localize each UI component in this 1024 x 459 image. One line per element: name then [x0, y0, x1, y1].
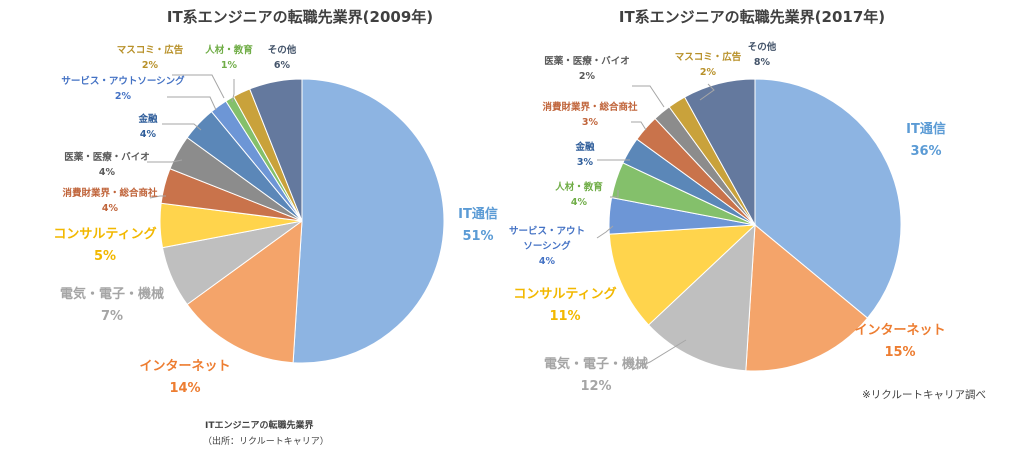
data-label-2017-it-telecom: IT通信 36%: [906, 121, 946, 159]
data-label-2017-medical: 医薬・医療・バイオ 2%: [544, 55, 630, 82]
leader-line-2009-consumer-goods: [149, 195, 166, 199]
slice-2009-it-telecom: [292, 78, 445, 364]
data-label-2009-outsourcing: サービス・アウトソーシング 2%: [61, 75, 185, 102]
data-label-pct: 1%: [221, 60, 238, 71]
slice-2009-other: [249, 78, 303, 222]
data-label-2009-electronics: 電気・電子・機械 7%: [60, 286, 164, 324]
slice-2017-other: [683, 78, 756, 226]
data-label-pct: 2%: [142, 60, 159, 71]
data-label-2009-media-ad: マスコミ・広告 2%: [117, 44, 184, 71]
data-label-pct: 3%: [577, 157, 594, 168]
footnote-source: （出所：リクルートキャリア）: [203, 435, 329, 447]
leader-line-2009-hr-education: [231, 79, 235, 103]
data-label-name: 電気・電子・機械: [60, 286, 164, 302]
data-label-name: その他: [748, 41, 777, 53]
pie-2017: IT通信 36% インターネット 15% 電気・電子・機械 12% コンサルティング 11% サ…: [509, 41, 946, 394]
data-label-name: 消費財業界・総合商社: [542, 101, 638, 113]
data-label-2017-finance: 金融 3%: [574, 141, 595, 168]
data-label-2009-it-telecom: IT通信 51%: [458, 206, 498, 244]
data-label-2009-hr-education: 人材・教育 1%: [205, 44, 253, 71]
leader-line-2017-consumer-goods: [631, 121, 647, 131]
data-label-2009-consulting: コンサルティング 5%: [53, 226, 156, 264]
chart-title-2017: IT系エンジニアの転職先業界(2017年): [619, 8, 885, 26]
data-label-pct: 4%: [140, 129, 157, 140]
data-label-pct: 6%: [274, 60, 291, 71]
leader-line-2009-outsourcing: [167, 96, 217, 111]
data-label-2017-consumer-goods: 消費財業界・総合商社 3%: [542, 101, 638, 128]
data-label-name: 医薬・医療・バイオ: [544, 55, 630, 67]
data-label-name: 医薬・医療・バイオ: [64, 151, 150, 163]
data-label-2009-finance: 金融 4%: [137, 113, 158, 140]
data-label-name: 金融: [137, 113, 158, 125]
data-label-name: IT通信: [906, 121, 946, 137]
data-label-pct: 12%: [580, 379, 611, 394]
data-label-2017-electronics: 電気・電子・機械 12%: [544, 356, 648, 394]
data-label-2017-media-ad: マスコミ・広告 2%: [675, 51, 742, 78]
data-label-name: 金融: [574, 141, 595, 153]
chart-title-2009: IT系エンジニアの転職先業界(2009年): [167, 8, 433, 26]
data-label-2017-hr-education: 人材・教育 4%: [555, 181, 603, 208]
data-label-pct: 2%: [115, 91, 132, 102]
data-label-2009-consumer-goods: 消費財業界・総合商社 4%: [62, 187, 158, 214]
slice-2017-it-telecom: [754, 78, 902, 319]
data-label-name: マスコミ・広告: [675, 51, 742, 63]
data-label-pct: 7%: [101, 309, 123, 324]
leader-line-2009-media-ad: [172, 74, 225, 99]
data-label-pct: 2%: [700, 67, 717, 78]
leader-line-2017-media-ad: [699, 83, 715, 101]
data-label-name: サービス・アウトソーシング: [61, 75, 185, 87]
data-label-pct: 36%: [910, 144, 941, 159]
slice-2017-internet: [745, 223, 869, 372]
data-label-pct: 4%: [571, 197, 588, 208]
data-label-name: インターネット: [139, 359, 230, 374]
data-label-name: サービス・アウト: [509, 225, 585, 237]
slice-2017-consulting: [608, 224, 757, 326]
leader-line-2017-electronics: [631, 339, 687, 371]
leader-line-2009-medical: [147, 159, 183, 163]
source-note: ※リクルートキャリア調べ: [862, 388, 986, 401]
data-label-name: コンサルティング: [53, 226, 156, 242]
data-label-name: 人材・教育: [555, 181, 603, 193]
data-label-2017-consulting: コンサルティング 11%: [513, 286, 616, 324]
data-label-pct: 11%: [549, 309, 580, 324]
data-label-pct: 14%: [169, 381, 200, 396]
data-label-pct: 5%: [94, 249, 116, 264]
footnote-title: ITエンジニアの転職先業界: [205, 419, 314, 431]
data-label-name: IT通信: [458, 206, 498, 222]
data-label-2017-outsourcing: サービス・アウトソーシング 4%: [509, 225, 585, 267]
data-label-2017-internet: インターネット 15%: [854, 323, 945, 360]
data-label-pct: 3%: [582, 117, 599, 128]
slice-2017-electronics: [647, 223, 756, 372]
data-label-2009-other: その他 6%: [268, 44, 297, 71]
data-label-2017-other: その他 8%: [748, 41, 777, 68]
data-label-name: 電気・電子・機械: [544, 356, 648, 372]
data-label-pct: 8%: [754, 57, 771, 68]
data-label-name: 消費財業界・総合商社: [62, 187, 158, 199]
data-label-pct: 4%: [102, 203, 119, 214]
data-label-name: インターネット: [854, 323, 945, 338]
data-label-2009-internet: インターネット 14%: [139, 359, 230, 396]
data-label-pct: 4%: [99, 167, 116, 178]
pie-2009: IT通信 51% インターネット 14% 電気・電子・機械 7% コンサルティング 5% 消費財…: [53, 44, 497, 396]
data-label-name: 人材・教育: [205, 44, 253, 56]
data-label-name: コンサルティング: [513, 286, 616, 302]
data-label-name: マスコミ・広告: [117, 44, 184, 56]
data-label-2009-medical: 医薬・医療・バイオ 4%: [64, 151, 150, 178]
slice-2009-internet: [186, 219, 303, 364]
leader-line-2017-outsourcing: [596, 225, 614, 239]
data-label-pct: 2%: [579, 71, 596, 82]
data-label-pct: 15%: [884, 345, 915, 360]
leader-line-2017-hr-education: [610, 190, 619, 198]
leader-line-2017-medical: [632, 85, 665, 108]
data-label-name: その他: [268, 44, 297, 56]
leader-line-2009-finance: [162, 123, 202, 131]
data-label-pct: 4%: [539, 256, 556, 267]
data-label-name: ソーシング: [523, 240, 571, 252]
data-label-pct: 51%: [462, 229, 493, 244]
